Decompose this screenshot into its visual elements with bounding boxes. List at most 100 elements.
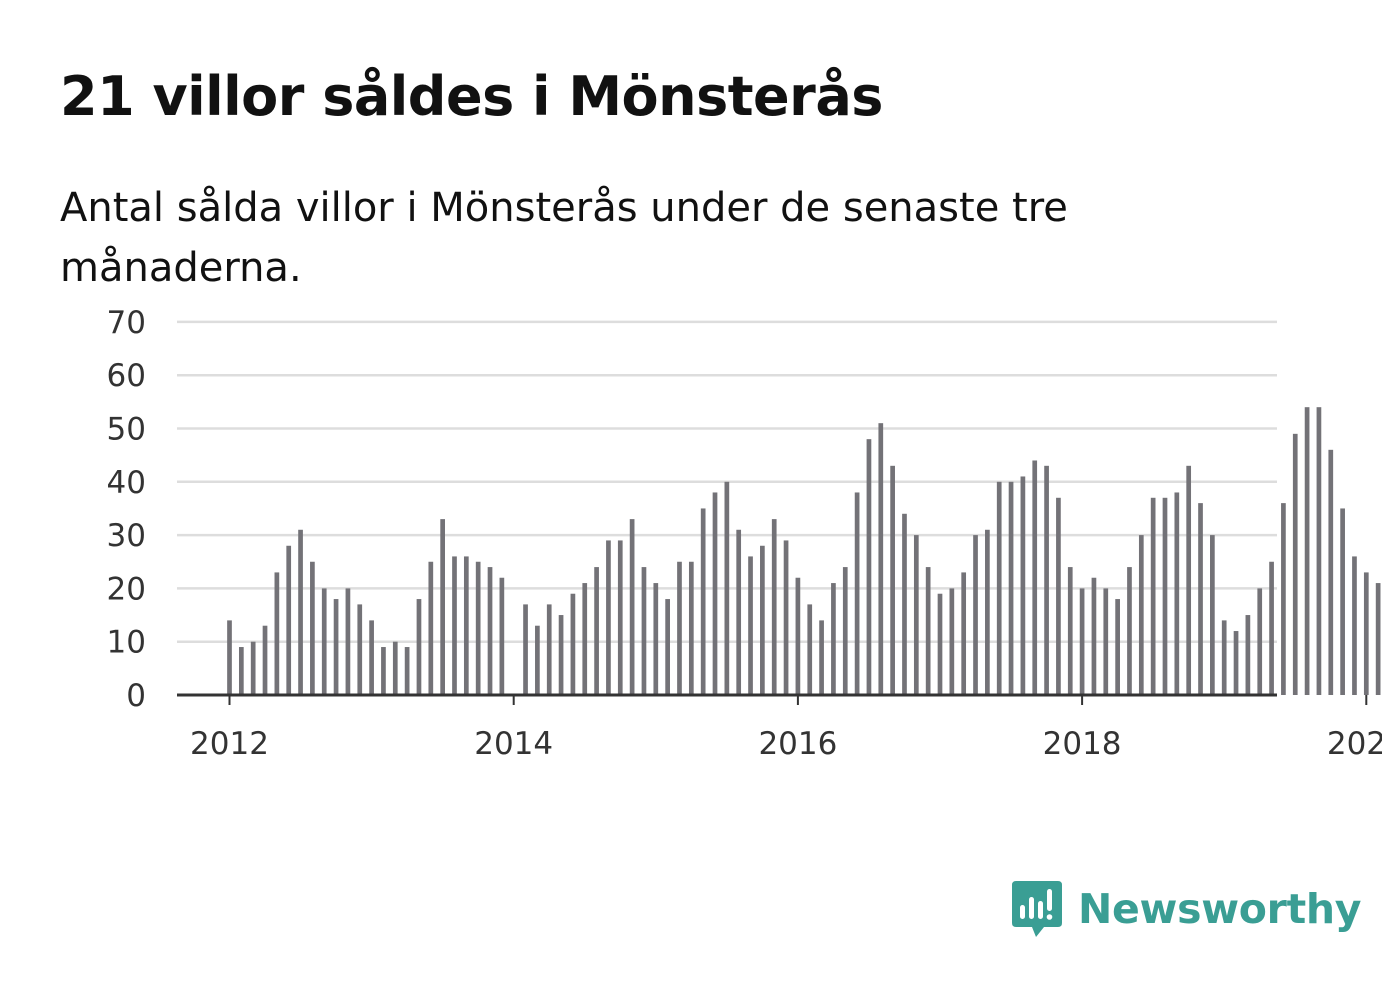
- bar: [594, 567, 599, 695]
- x-tick-label: 2020: [1327, 726, 1382, 762]
- bar: [1352, 556, 1357, 695]
- bar: [736, 529, 742, 695]
- bar: [795, 577, 801, 695]
- bar: [653, 583, 659, 695]
- bar: [1127, 567, 1132, 695]
- bar: [712, 492, 718, 695]
- bar: [890, 465, 895, 695]
- bar: [760, 545, 765, 695]
- bar: [523, 604, 528, 695]
- bar: [937, 593, 943, 695]
- bar: [1304, 407, 1310, 695]
- bar: [570, 593, 576, 695]
- bar: [1292, 433, 1298, 695]
- bar: [487, 567, 493, 695]
- bar: [819, 620, 824, 695]
- bar: [1162, 497, 1168, 695]
- x-axis: [177, 693, 1368, 705]
- bar: [606, 540, 611, 695]
- newsworthy-logo-icon: [1012, 881, 1062, 937]
- bar: [925, 567, 931, 695]
- newsworthy-logo[interactable]: Newsworthy: [1010, 878, 1361, 940]
- bar: [452, 556, 457, 695]
- bar: [1020, 476, 1026, 695]
- bars: [227, 407, 1381, 695]
- bar: [428, 561, 434, 695]
- bar: [1008, 481, 1014, 695]
- bar: [392, 641, 398, 695]
- y-tick-label: 60: [107, 358, 146, 394]
- bar: [1079, 588, 1085, 695]
- bar: [333, 599, 339, 695]
- bar: [1115, 599, 1120, 695]
- y-tick-label: 20: [107, 571, 146, 607]
- bar: [771, 519, 777, 695]
- y-tick-label: 70: [107, 305, 146, 341]
- bar: [262, 625, 268, 695]
- bar: [558, 615, 564, 695]
- bar: [949, 588, 955, 695]
- chart-title: 21 villor såldes i Mönsterås: [60, 65, 883, 128]
- bar: [475, 561, 481, 695]
- x-tick-label: 2016: [758, 726, 837, 762]
- bar: [831, 583, 836, 695]
- y-tick-label: 30: [107, 518, 146, 554]
- bar: [1375, 583, 1381, 695]
- bar: [617, 540, 623, 695]
- bar: [369, 620, 374, 695]
- bar: [1316, 407, 1322, 695]
- bar: [1281, 503, 1286, 695]
- bar: [902, 513, 907, 695]
- bar: [724, 481, 730, 695]
- brand-name: Newsworthy: [1078, 885, 1362, 933]
- bar: [985, 529, 990, 695]
- bar: [913, 535, 919, 695]
- bar: [1174, 492, 1180, 695]
- bar: [321, 588, 327, 695]
- bar: [807, 604, 813, 695]
- bar: [1233, 631, 1239, 695]
- bar: [404, 647, 410, 695]
- bar: [1103, 588, 1109, 695]
- bar: [1210, 535, 1215, 695]
- x-tick-label: 2014: [474, 726, 553, 762]
- bar: [783, 540, 789, 695]
- bar: [665, 599, 670, 695]
- bar: [440, 519, 445, 695]
- bar-chart: 0102030405060702012201420162018202020222…: [107, 305, 1382, 762]
- bar: [357, 604, 363, 695]
- bar: [1032, 460, 1038, 695]
- bar: [1067, 567, 1073, 695]
- bar: [1150, 497, 1156, 695]
- bar: [677, 561, 682, 695]
- bar: [535, 625, 540, 695]
- bar: [310, 561, 315, 695]
- bar: [1138, 535, 1144, 695]
- bar: [961, 572, 967, 695]
- bar: [1044, 465, 1049, 695]
- bar: [1328, 449, 1334, 695]
- bar: [345, 588, 351, 695]
- bar: [416, 599, 422, 695]
- bar: [298, 529, 303, 695]
- y-tick-label: 50: [107, 412, 146, 448]
- labels: 0102030405060702012201420162018202020222…: [107, 305, 1382, 762]
- bar: [973, 535, 978, 695]
- x-tick-label: 2012: [190, 726, 269, 762]
- bar: [1221, 620, 1227, 695]
- bar: [629, 519, 635, 695]
- bar: [700, 508, 706, 695]
- bar: [250, 641, 256, 695]
- bar: [1245, 615, 1251, 695]
- bar: [688, 561, 694, 695]
- bar: [1340, 508, 1345, 695]
- bar: [238, 647, 244, 695]
- x-tick-label: 2018: [1043, 726, 1122, 762]
- bar: [641, 567, 647, 695]
- bar: [1091, 577, 1097, 695]
- bar: [546, 604, 552, 695]
- bar: [1186, 465, 1192, 695]
- bar: [1363, 572, 1369, 695]
- bar: [854, 492, 860, 695]
- bar: [582, 583, 588, 695]
